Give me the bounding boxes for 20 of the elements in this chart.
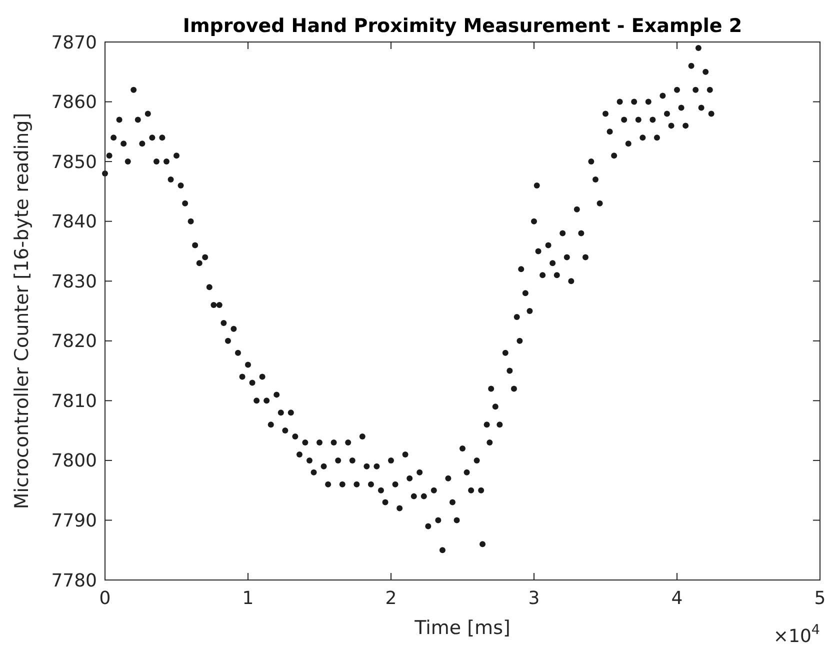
x-tick-label: 3 (528, 588, 540, 609)
chart-title: Improved Hand Proximity Measurement - Example 2 (182, 15, 742, 37)
y-tick-label: 7810 (51, 390, 97, 412)
y-tick-label: 7870 (51, 32, 97, 54)
y-tick-label: 7860 (51, 92, 97, 114)
y-tick-label: 7850 (51, 152, 97, 173)
x-tick-label: 4 (671, 588, 683, 609)
y-tick-label: 7790 (51, 510, 97, 532)
x-tick-label: 5 (814, 588, 826, 609)
y-tick-label: 7800 (51, 450, 97, 472)
y-tick-label: 7780 (51, 570, 97, 592)
text: ×10$^{4}$ (773, 622, 820, 647)
y-tick-label: 7820 (51, 331, 97, 352)
y-tick-label: 7840 (51, 212, 97, 233)
x-tick-label: 0 (99, 588, 111, 609)
y-axis-title: Microcontroller Counter [16-byte reading] (11, 112, 33, 510)
x-tick-label: 1 (242, 588, 254, 609)
x-tick-label: 2 (385, 588, 397, 609)
y-tick-label: 7830 (51, 271, 97, 292)
x-axis-title: Time [ms] (414, 617, 510, 639)
